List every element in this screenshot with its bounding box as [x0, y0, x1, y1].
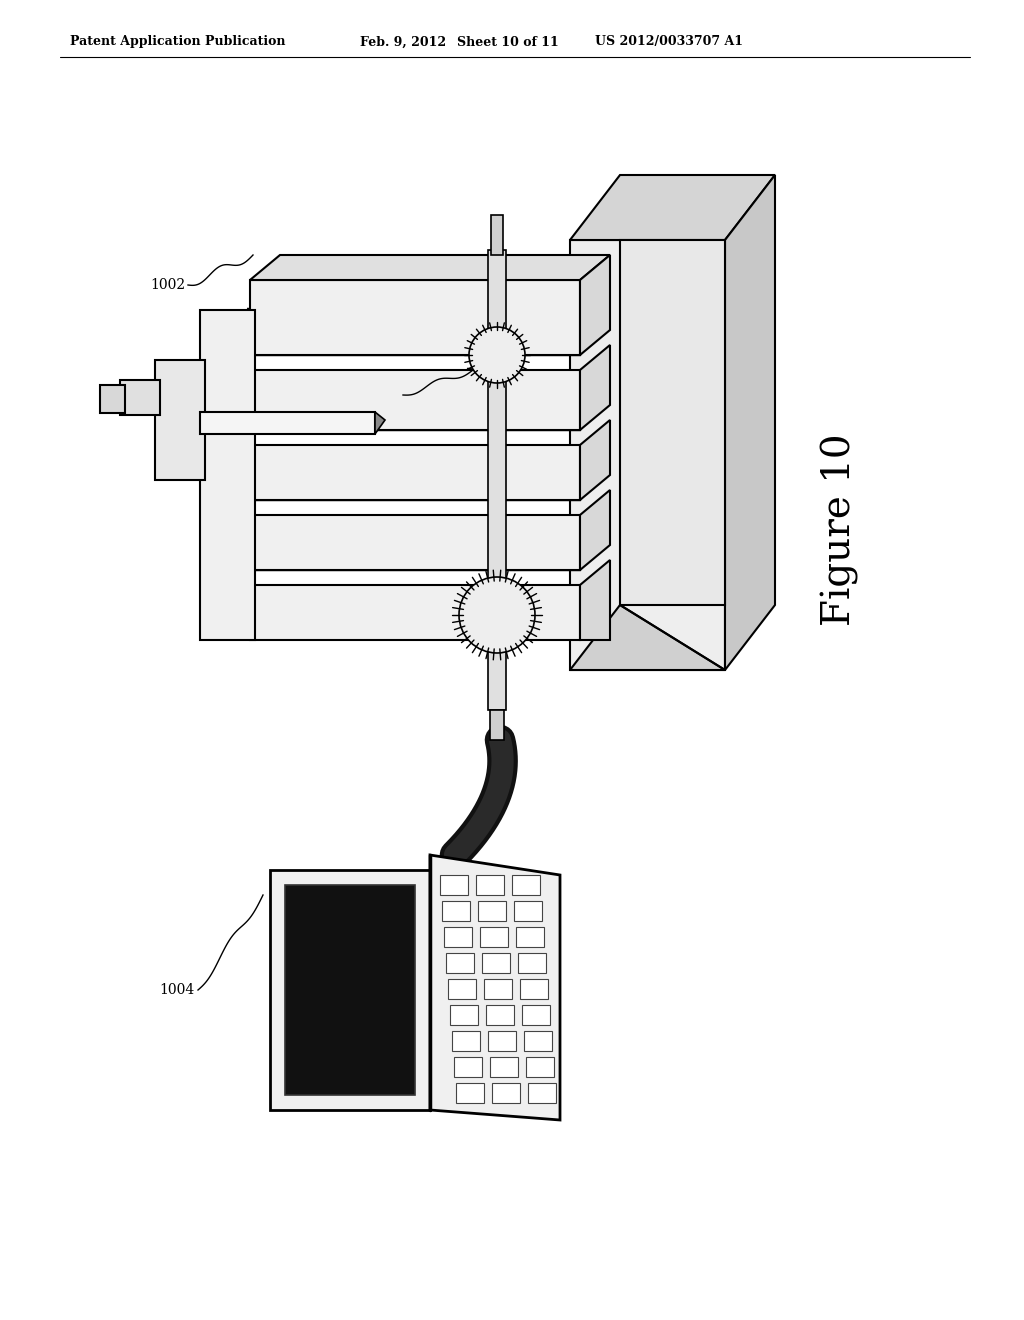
Bar — [452, 1031, 480, 1051]
Bar — [250, 585, 580, 640]
Polygon shape — [250, 255, 610, 280]
Bar — [478, 902, 506, 921]
Polygon shape — [570, 176, 775, 240]
Text: Feb. 9, 2012: Feb. 9, 2012 — [360, 36, 446, 49]
Bar — [250, 445, 580, 500]
Text: 1004: 1004 — [160, 983, 195, 997]
Polygon shape — [580, 560, 610, 640]
Polygon shape — [580, 345, 610, 430]
Bar — [454, 1057, 482, 1077]
Bar — [200, 412, 375, 434]
Bar — [446, 953, 474, 973]
Bar — [514, 902, 542, 921]
Bar — [476, 875, 504, 895]
Polygon shape — [285, 884, 415, 1096]
Bar — [490, 710, 504, 741]
Bar — [442, 902, 470, 921]
Bar — [520, 979, 548, 999]
Text: US 2012/0033707 A1: US 2012/0033707 A1 — [595, 36, 743, 49]
Bar — [486, 1005, 514, 1026]
Bar — [100, 385, 125, 413]
Bar — [484, 979, 512, 999]
Text: Figure 10: Figure 10 — [821, 434, 859, 626]
Bar — [250, 370, 580, 430]
Polygon shape — [270, 870, 430, 1110]
Polygon shape — [570, 605, 725, 671]
Bar — [620, 240, 725, 605]
Bar — [155, 360, 205, 480]
Text: Patent Application Publication: Patent Application Publication — [70, 36, 286, 49]
Bar — [516, 927, 544, 946]
Polygon shape — [580, 490, 610, 570]
Bar — [570, 240, 725, 671]
Bar — [250, 280, 580, 355]
Bar — [456, 1082, 484, 1104]
Bar — [480, 927, 508, 946]
Polygon shape — [580, 255, 610, 355]
Polygon shape — [430, 855, 560, 1119]
Bar — [488, 249, 506, 710]
Bar — [450, 1005, 478, 1026]
Text: 1002: 1002 — [150, 279, 185, 292]
Bar — [440, 875, 468, 895]
Text: 1000: 1000 — [365, 388, 400, 403]
Bar — [488, 1031, 516, 1051]
Bar — [512, 875, 540, 895]
Bar — [492, 1082, 520, 1104]
Bar — [522, 1005, 550, 1026]
Circle shape — [469, 327, 525, 383]
Bar — [444, 927, 472, 946]
Bar — [449, 979, 476, 999]
Bar — [518, 953, 546, 973]
Bar — [250, 515, 580, 570]
Polygon shape — [375, 412, 385, 434]
Bar — [200, 310, 255, 640]
Polygon shape — [580, 420, 610, 500]
Circle shape — [459, 577, 535, 653]
Bar — [490, 1057, 518, 1077]
Text: Sheet 10 of 11: Sheet 10 of 11 — [457, 36, 559, 49]
Polygon shape — [725, 176, 775, 671]
Bar — [526, 1057, 554, 1077]
Bar — [490, 215, 503, 255]
Bar — [524, 1031, 552, 1051]
Bar — [528, 1082, 556, 1104]
Bar — [482, 953, 510, 973]
Bar — [120, 380, 160, 414]
